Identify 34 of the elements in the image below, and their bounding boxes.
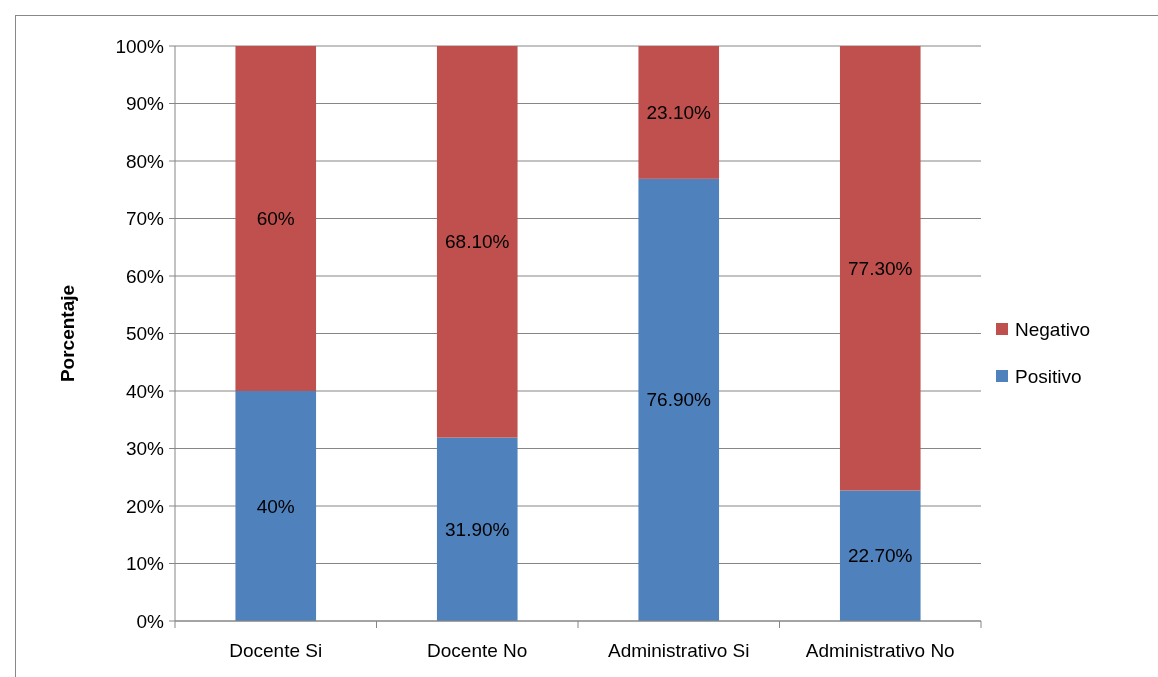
data-label: 68.10%: [445, 231, 510, 253]
data-label: 31.90%: [445, 518, 510, 540]
y-tick-label: 30%: [125, 438, 165, 459]
y-tick-label: 60%: [125, 265, 165, 287]
bar: [436, 437, 518, 621]
x-tick-label: Administrativo Si: [608, 640, 750, 661]
data-label: 40%: [256, 495, 295, 517]
data-label: 22.70%: [848, 545, 913, 567]
bar: [436, 46, 518, 438]
data-label: 77.30%: [848, 257, 913, 279]
y-tick-label: 80%: [125, 150, 165, 172]
data-label: 23.10%: [646, 101, 712, 123]
data-label: 76.90%: [646, 389, 712, 411]
x-tick-label: Administrativo No: [805, 640, 955, 661]
y-tick-label: 10%: [125, 553, 165, 574]
x-tick-label: Docente No: [427, 640, 528, 661]
bar: [839, 490, 921, 621]
bar: [235, 391, 317, 621]
y-tick-label: 0%: [136, 610, 165, 632]
y-tick-label: 100%: [115, 35, 165, 57]
bar: [839, 46, 921, 491]
bar: [638, 178, 720, 621]
x-tick-label: Docente Si: [229, 640, 323, 661]
data-label: 60%: [256, 208, 295, 229]
y-tick-label: 70%: [125, 208, 165, 229]
y-tick-label: 90%: [125, 93, 165, 114]
y-tick-label: 40%: [125, 380, 165, 402]
y-tick-label: 20%: [125, 495, 165, 517]
bar: [638, 46, 720, 179]
legend-label: Positivo: [1015, 365, 1082, 387]
y-axis-title: Porcentaje: [57, 284, 78, 383]
legend-label: Negativo: [1015, 318, 1090, 340]
bar: [235, 46, 317, 391]
y-tick-label: 50%: [125, 323, 165, 344]
